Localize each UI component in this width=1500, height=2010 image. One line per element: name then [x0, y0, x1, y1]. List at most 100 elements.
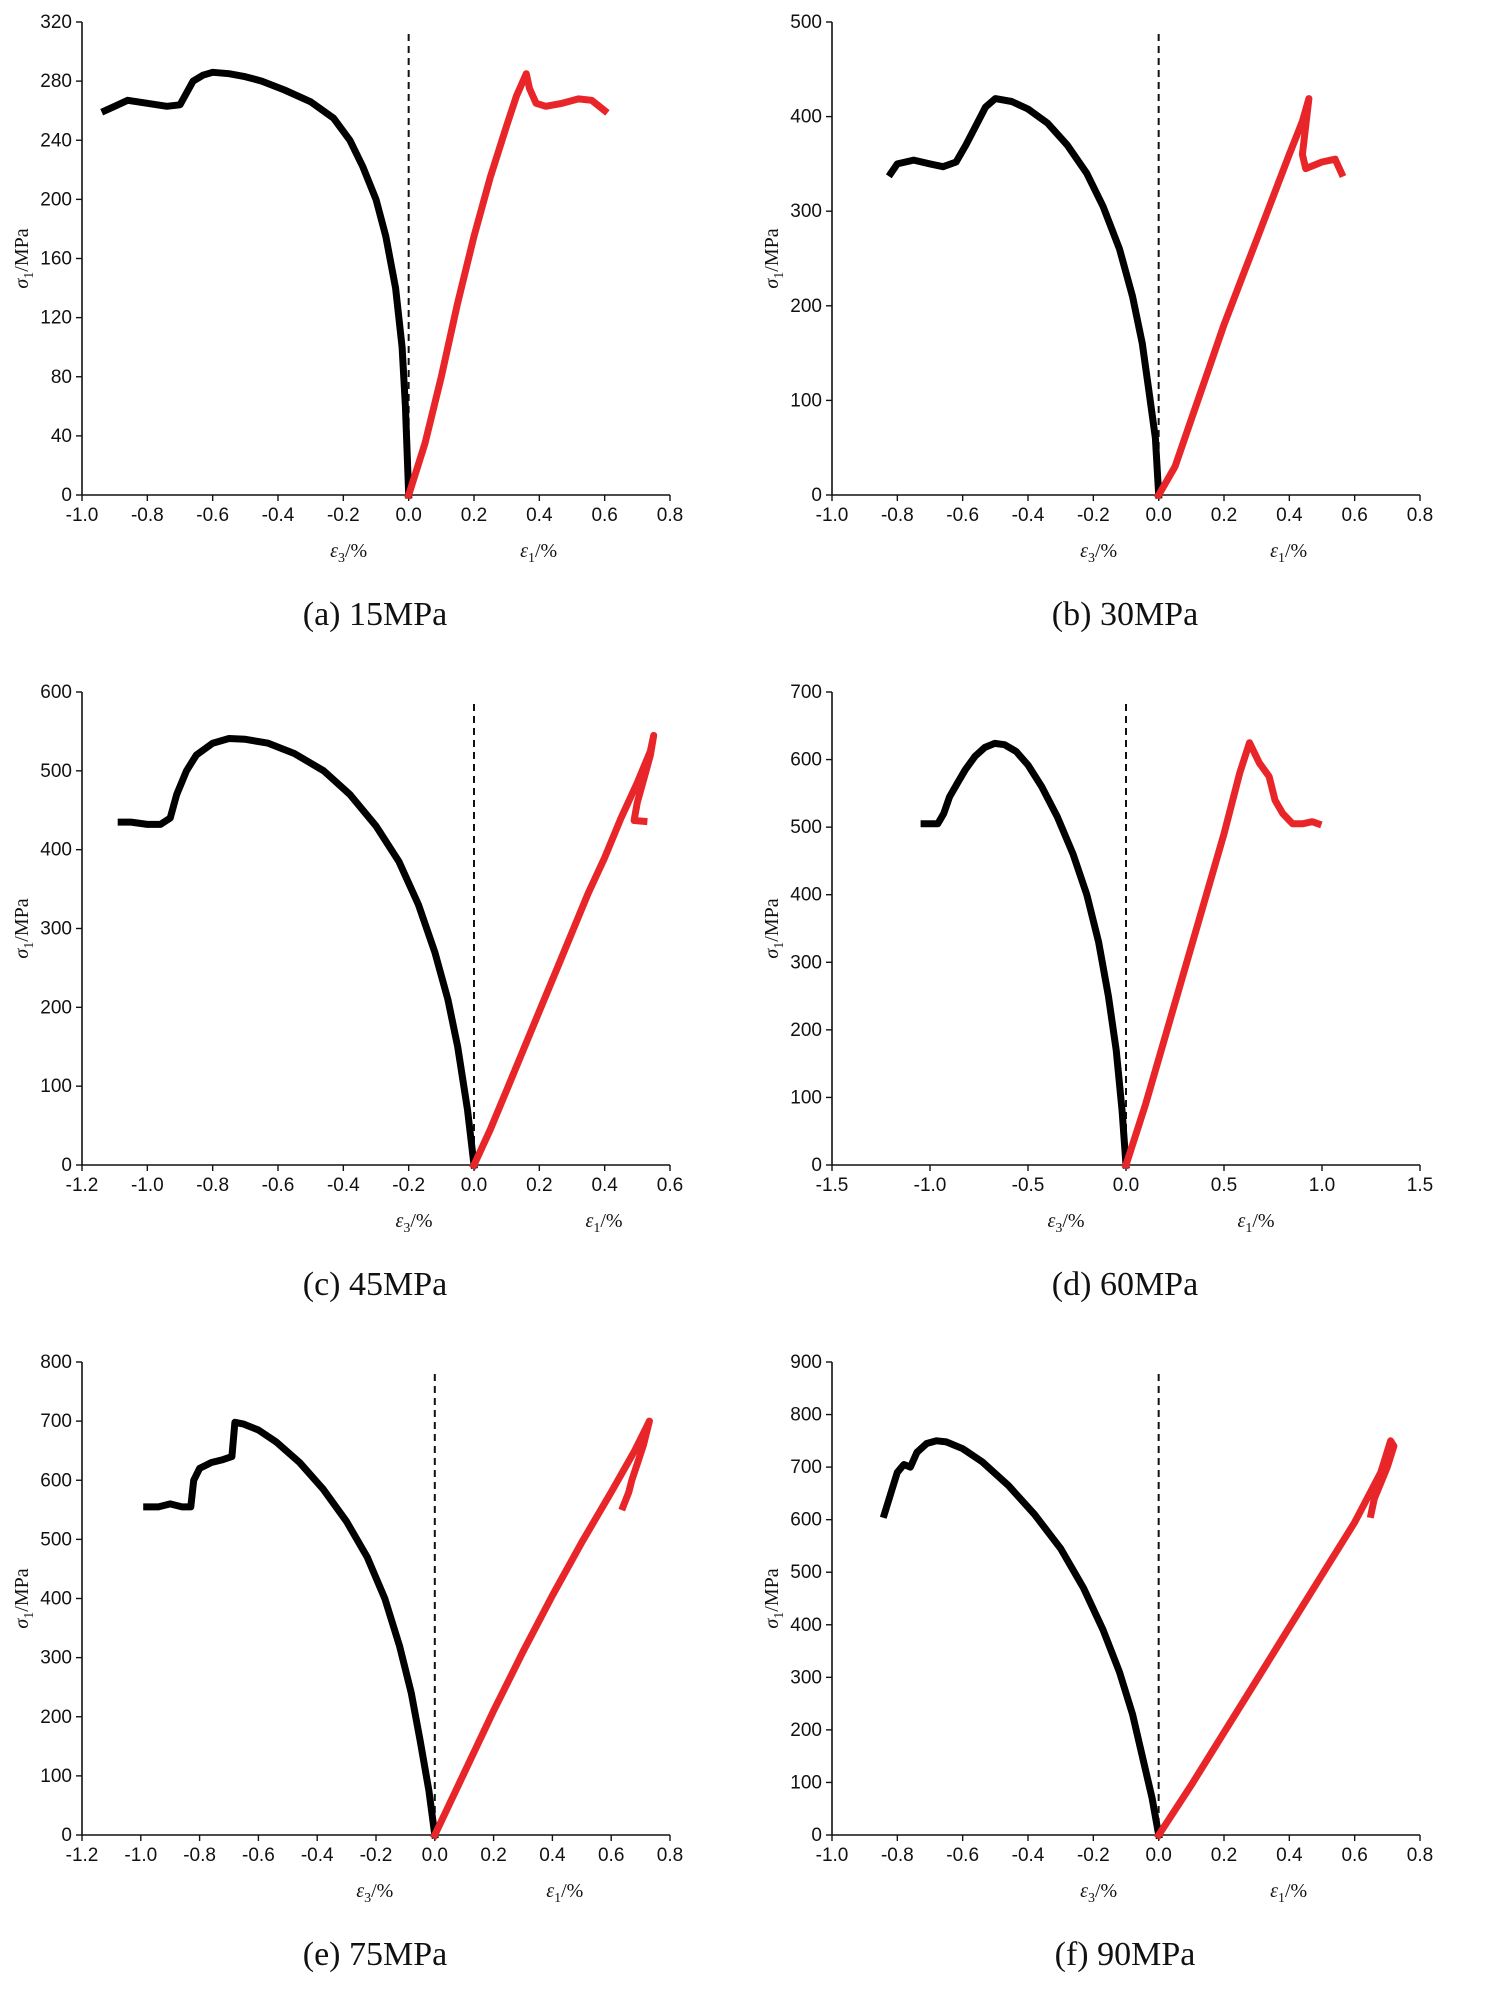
x-axis-label-epsilon3-subscript: 3: [1055, 1221, 1062, 1236]
x-tick-label: -1.2: [66, 1175, 99, 1196]
x-axis-label-epsilon3-unit: /%: [1095, 540, 1117, 562]
y-tick-label: 300: [790, 201, 822, 222]
y-tick-label: 500: [790, 12, 822, 33]
x-tick-label: -0.2: [1077, 505, 1110, 526]
chart-caption: (a) 15MPa: [302, 596, 448, 633]
y-tick-label: 300: [40, 919, 72, 940]
x-axis-label-epsilon1-unit: /%: [561, 1880, 583, 1902]
y-tick-label: 600: [790, 1510, 822, 1531]
y-tick-label: 700: [790, 1457, 822, 1478]
x-tick-label: -0.4: [1012, 505, 1045, 526]
x-tick-label: 0.8: [1407, 1845, 1433, 1866]
x-axis-label-epsilon3-subscript: 3: [364, 1891, 371, 1906]
y-axis-label-unit: /MPa: [761, 1568, 783, 1611]
x-tick-label: -0.2: [360, 1845, 393, 1866]
x-axis-label-epsilon1-subscript: 1: [593, 1221, 600, 1236]
x-tick-label: 1.5: [1407, 1175, 1433, 1196]
x-tick-label: 0.6: [591, 505, 617, 526]
x-axis-label-epsilon1-subscript: 1: [1278, 551, 1285, 566]
y-axis-label-unit: /MPa: [11, 898, 33, 941]
series-epsilon3-curve: [879, 1437, 1163, 1840]
x-axis-label-epsilon1: ε1/%: [520, 540, 557, 566]
y-axis-label-symbol: σ: [761, 1618, 783, 1629]
series-epsilon3-curve: [117, 735, 478, 1169]
x-tick-label: 0.4: [539, 1845, 566, 1866]
x-axis-label-epsilon1-symbol: ε: [1270, 1880, 1278, 1902]
chart-d: 0 100 200 300 400 500 600 700 -1.5 -1.0 -0.5 0.0 0.5…: [761, 682, 1433, 1236]
x-tick-label: 0.5: [1211, 1175, 1237, 1196]
y-tick-label: 800: [790, 1405, 822, 1426]
chart-f: 0 100 200 300 400 500 600 700 800 900 -1.0 -0.8 -0.6…: [761, 1352, 1433, 1906]
x-tick-label: 0.4: [1276, 1845, 1303, 1866]
y-tick-label: 200: [790, 296, 822, 317]
y-tick-label: 200: [790, 1020, 822, 1041]
x-axis-label-epsilon1-symbol: ε: [1270, 540, 1278, 562]
x-tick-label: -1.0: [66, 505, 99, 526]
y-tick-label: 500: [790, 1562, 822, 1583]
x-tick-label: -1.0: [816, 1845, 849, 1866]
series-epsilon1-curve: [1153, 1437, 1398, 1840]
y-axis-label: σ1/MPa: [11, 228, 37, 288]
y-tick-label: 400: [790, 107, 822, 128]
x-axis-label-epsilon3: ε3/%: [395, 1210, 432, 1236]
y-tick-label: 120: [40, 308, 72, 329]
x-axis-label-epsilon1-symbol: ε: [1237, 1210, 1245, 1232]
x-tick-label: 0.2: [461, 505, 487, 526]
chart-e: 0 100 200 300 400 500 600 700 800 -1.2 -1.0 -0.8 -0.…: [11, 1352, 683, 1906]
x-axis-label-epsilon1-subscript: 1: [554, 1891, 561, 1906]
y-tick-label: 0: [811, 1825, 822, 1846]
y-tick-label: 300: [790, 1667, 822, 1688]
x-axis-label-epsilon1-subscript: 1: [1245, 1221, 1252, 1236]
chart-c: 0 100 200 300 400 500 600 -1.2 -1.0 -0.8 -0.6 -0.4 -…: [11, 682, 683, 1236]
y-tick-label: 200: [40, 1707, 72, 1728]
x-tick-label: -0.8: [881, 1845, 914, 1866]
x-axis-label-epsilon3-subscript: 3: [1088, 1891, 1095, 1906]
series-epsilon3-curve: [143, 1418, 439, 1839]
x-axis-label-epsilon1-unit: /%: [1285, 1880, 1307, 1902]
chart-panel-d: 0 100 200 300 400 500 600 700 -1.5 -1.0 -0.5 0.0 0.5…: [750, 670, 1500, 1340]
x-axis-label-epsilon3-symbol: ε: [395, 1210, 403, 1232]
x-tick-label: -0.6: [262, 1175, 295, 1196]
x-axis-label-epsilon1-symbol: ε: [520, 540, 528, 562]
x-tick-label: -0.6: [946, 505, 979, 526]
x-tick-label: 0.2: [1211, 505, 1237, 526]
y-axis-label-symbol: σ: [761, 278, 783, 289]
x-axis-label-epsilon1-subscript: 1: [1278, 1891, 1285, 1906]
x-axis-label-epsilon3-symbol: ε: [1080, 540, 1088, 562]
y-axis-label-unit: /MPa: [11, 228, 33, 271]
y-tick-label: 0: [811, 1155, 822, 1176]
chart-panel-a: 0 40 80 120 160 200 240 280 320 -1.0 -0.8 -0.6 -0.4 -…: [0, 0, 750, 670]
x-axis-label-epsilon1: ε1/%: [1270, 540, 1307, 566]
y-tick-label: 700: [790, 682, 822, 703]
y-tick-label: 80: [51, 367, 72, 388]
chart-b: 0 100 200 300 400 500 -1.0 -0.8 -0.6 -0.4 -0.2 0.0 0…: [761, 12, 1433, 566]
x-tick-label: 0.0: [395, 505, 421, 526]
x-tick-label: 0.0: [1145, 505, 1171, 526]
y-tick-label: 0: [61, 1155, 72, 1176]
x-axis-label-epsilon3-symbol: ε: [330, 540, 338, 562]
x-axis-label-epsilon3: ε3/%: [356, 1880, 393, 1906]
y-tick-label: 600: [40, 1470, 72, 1491]
x-tick-label: 0.0: [1113, 1175, 1139, 1196]
x-axis-label-epsilon1: ε1/%: [1237, 1210, 1274, 1236]
x-axis-label-epsilon3-subscript: 3: [1088, 551, 1095, 566]
x-tick-label: 0.4: [1276, 505, 1303, 526]
y-axis-label-symbol: σ: [11, 278, 33, 289]
y-tick-label: 900: [790, 1352, 822, 1373]
x-axis-label-epsilon3-unit: /%: [345, 540, 367, 562]
y-tick-label: 240: [40, 130, 72, 151]
y-axis-label-symbol: σ: [11, 1618, 33, 1629]
chart-panel-c: 0 100 200 300 400 500 600 -1.2 -1.0 -0.8 -0.6 -0.4 -…: [0, 670, 750, 1340]
y-axis-label-unit: /MPa: [761, 228, 783, 271]
x-tick-label: 0.0: [422, 1845, 448, 1866]
y-tick-label: 300: [40, 1648, 72, 1669]
y-axis-label-unit: /MPa: [761, 898, 783, 941]
y-tick-label: 600: [790, 750, 822, 771]
x-tick-label: -0.6: [196, 505, 229, 526]
x-axis-label-epsilon3-unit: /%: [1062, 1210, 1084, 1232]
x-tick-label: -0.2: [1077, 1845, 1110, 1866]
x-tick-label: -0.4: [327, 1175, 360, 1196]
x-axis-label-epsilon3-symbol: ε: [356, 1880, 364, 1902]
x-axis-label-epsilon3-symbol: ε: [1047, 1210, 1055, 1232]
x-tick-label: -1.0: [816, 505, 849, 526]
